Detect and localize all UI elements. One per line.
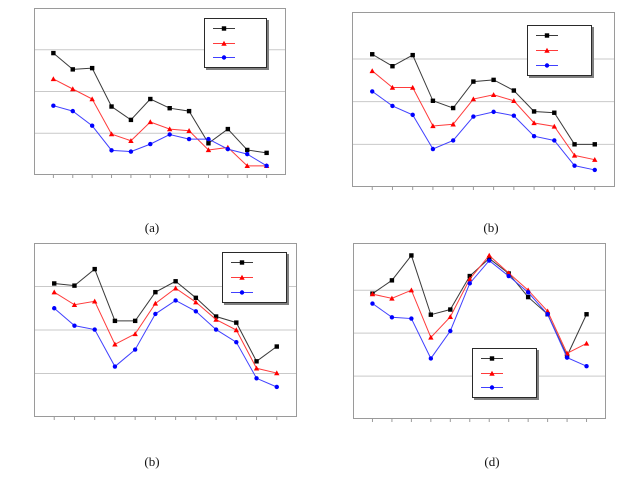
chart-a-plot-area xyxy=(34,8,286,178)
series-red xyxy=(369,68,598,162)
series-blue xyxy=(52,298,279,390)
chart-d-legend xyxy=(472,348,537,398)
plot-border xyxy=(34,8,286,175)
series-blue xyxy=(370,89,597,173)
series-red xyxy=(50,76,270,169)
x-axis-ticks xyxy=(371,419,588,422)
triangle-marker-icon xyxy=(481,370,503,376)
square-marker-icon xyxy=(213,26,235,31)
square-marker-icon xyxy=(536,33,558,38)
chart-b-top-caption: (b) xyxy=(483,220,499,235)
legend-entry-series-red xyxy=(536,46,591,56)
chart-b-top-legend xyxy=(527,25,592,76)
legend-entry-series-blue xyxy=(481,383,536,393)
circle-marker-icon xyxy=(536,63,558,68)
square-marker-icon xyxy=(231,260,253,265)
legend-entry-series-red xyxy=(213,38,266,48)
legend-entry-series-black xyxy=(231,258,286,268)
plot-border xyxy=(34,243,297,417)
series-black xyxy=(52,266,279,364)
triangle-marker-icon xyxy=(536,47,558,53)
legend-entry-series-red xyxy=(231,273,286,283)
square-marker-icon xyxy=(481,356,503,361)
series-blue xyxy=(51,103,269,169)
x-axis-ticks xyxy=(52,175,268,178)
chart-a-legend xyxy=(204,18,267,68)
chart-a-caption: (a) xyxy=(144,220,160,235)
x-axis-ticks xyxy=(371,187,596,190)
circle-marker-icon xyxy=(231,290,253,295)
legend-entry-series-blue xyxy=(536,60,591,70)
plot-border xyxy=(352,12,615,187)
chart-b-bottom-caption: (b) xyxy=(144,454,160,469)
triangle-marker-icon xyxy=(231,274,253,280)
legend-entry-series-black xyxy=(536,31,591,41)
legend-entry-series-black xyxy=(213,24,266,34)
chart-d-plot-area xyxy=(353,243,606,422)
series-black xyxy=(370,52,597,147)
series-red xyxy=(51,285,280,376)
x-axis-ticks xyxy=(53,417,278,420)
triangle-marker-icon xyxy=(213,40,235,46)
series-black xyxy=(370,253,589,359)
legend-entry-series-blue xyxy=(231,287,286,297)
legend-entry-series-blue xyxy=(213,53,266,63)
plot-border xyxy=(353,243,606,419)
chart-d-caption: (d) xyxy=(484,454,500,469)
legend-entry-series-black xyxy=(481,354,536,364)
chart-b-bottom-legend xyxy=(222,252,287,303)
series-red xyxy=(369,252,590,356)
series-blue xyxy=(370,258,589,369)
circle-marker-icon xyxy=(213,55,235,60)
series-black xyxy=(51,50,269,156)
legend-entry-series-red xyxy=(481,368,536,378)
circle-marker-icon xyxy=(481,385,503,390)
